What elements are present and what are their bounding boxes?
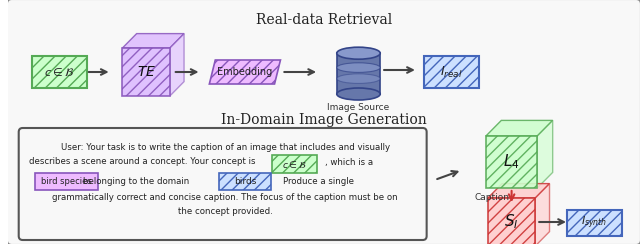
FancyBboxPatch shape — [271, 155, 317, 173]
Ellipse shape — [337, 88, 380, 100]
FancyBboxPatch shape — [488, 198, 535, 244]
Ellipse shape — [337, 63, 380, 72]
Polygon shape — [535, 183, 550, 244]
Text: In-Domain Image Generation: In-Domain Image Generation — [221, 113, 427, 127]
FancyBboxPatch shape — [567, 210, 622, 236]
Text: Real-data Retrieval: Real-data Retrieval — [256, 13, 392, 27]
Text: birds: birds — [234, 177, 256, 186]
FancyBboxPatch shape — [31, 56, 87, 88]
Text: belonging to the domain: belonging to the domain — [83, 176, 189, 185]
Text: $c \in \mathcal{B}$: $c \in \mathcal{B}$ — [44, 66, 74, 78]
FancyBboxPatch shape — [486, 136, 537, 188]
FancyBboxPatch shape — [35, 173, 98, 190]
FancyBboxPatch shape — [337, 53, 380, 94]
Text: describes a scene around a concept. Your concept is: describes a scene around a concept. Your… — [29, 157, 255, 166]
Text: bird species: bird species — [41, 177, 92, 186]
Text: Image Source: Image Source — [328, 103, 390, 112]
FancyBboxPatch shape — [424, 56, 479, 88]
Ellipse shape — [337, 47, 380, 59]
Text: Caption: Caption — [474, 193, 509, 203]
Text: User: Your task is to write the caption of an image that includes and visually: User: Your task is to write the caption … — [61, 142, 390, 152]
Text: $I_{real}$: $I_{real}$ — [440, 64, 463, 80]
Polygon shape — [122, 34, 184, 48]
Polygon shape — [537, 120, 553, 188]
FancyBboxPatch shape — [220, 173, 271, 190]
Text: $c \in \mathcal{B}$: $c \in \mathcal{B}$ — [282, 159, 307, 170]
Text: , which is a: , which is a — [324, 157, 372, 166]
Text: Produce a single: Produce a single — [284, 176, 355, 185]
Text: $I_{synth}$: $I_{synth}$ — [581, 215, 608, 231]
Ellipse shape — [337, 74, 380, 83]
Text: the concept provided.: the concept provided. — [178, 207, 273, 216]
Polygon shape — [209, 60, 280, 84]
Text: Embedding: Embedding — [218, 67, 273, 77]
Polygon shape — [486, 120, 553, 136]
Text: $S_I$: $S_I$ — [504, 213, 519, 231]
Text: grammatically correct and concise caption. The focus of the caption must be on: grammatically correct and concise captio… — [52, 193, 398, 202]
FancyBboxPatch shape — [19, 128, 427, 240]
FancyBboxPatch shape — [7, 0, 640, 244]
Text: $L_4$: $L_4$ — [503, 153, 520, 171]
Polygon shape — [170, 34, 184, 96]
Polygon shape — [488, 183, 550, 198]
FancyBboxPatch shape — [122, 48, 170, 96]
Text: $TE$: $TE$ — [136, 65, 156, 79]
